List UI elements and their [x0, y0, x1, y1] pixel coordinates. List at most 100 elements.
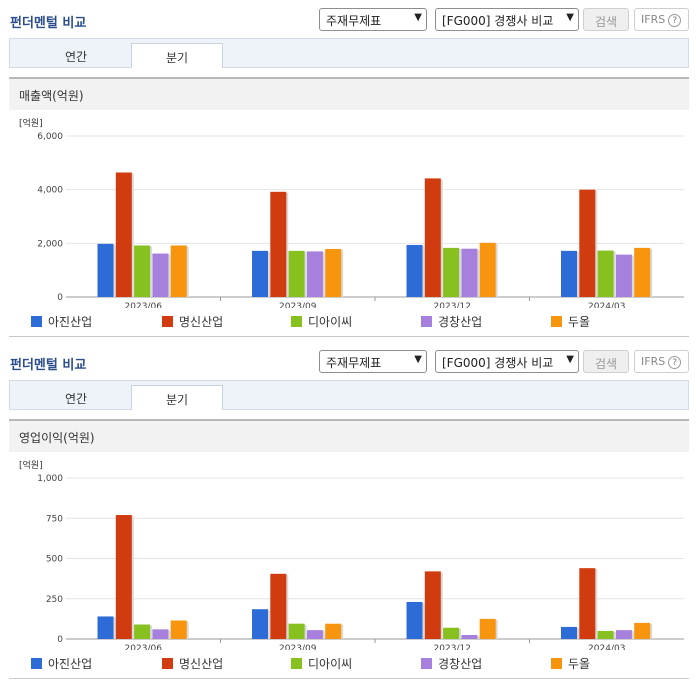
ifrs-label: IFRS: [641, 13, 666, 26]
fundamental-panel-operating-profit: 펀더멘털 비교 주재무제표 ▼ [FG000] 경쟁사 비교 ▼ 검색 IFRS…: [0, 342, 696, 452]
bar: [443, 247, 460, 297]
y-tick-label: 6,000: [37, 132, 63, 142]
chevron-down-icon: ▼: [566, 12, 574, 23]
statement-select-value: 주재무제표: [326, 14, 382, 28]
legend-label: 디아이씨: [308, 657, 353, 671]
legend-swatch: [162, 316, 173, 327]
bar: [406, 601, 423, 639]
legend-label: 경창산업: [438, 315, 483, 329]
x-tick-label: 2023/12: [434, 644, 471, 650]
x-tick-label: 2023/06: [125, 302, 163, 308]
bar: [634, 247, 651, 297]
bar: [424, 571, 441, 639]
bar: [288, 623, 305, 639]
legend-item[interactable]: 아진산업: [31, 313, 92, 330]
bar: [97, 616, 114, 639]
legend-item[interactable]: 명신산업: [162, 655, 223, 672]
legend-label: 아진산업: [48, 657, 93, 671]
compare-select[interactable]: [FG000] 경쟁사 비교 ▼: [435, 350, 579, 373]
legend-label: 경창산업: [438, 657, 483, 671]
chevron-down-icon: ▼: [414, 354, 422, 365]
bar: [152, 629, 169, 639]
y-tick-label: 0: [57, 635, 63, 645]
bar: [170, 245, 187, 297]
bar: [306, 251, 323, 297]
bar: [170, 620, 187, 639]
y-tick-label: 4,000: [37, 186, 63, 196]
search-button[interactable]: 검색: [583, 350, 629, 373]
panel-title: 펀더멘털 비교: [10, 358, 87, 373]
legend-label: 두올: [568, 657, 591, 671]
tab-quarterly[interactable]: 분기: [131, 43, 223, 68]
legend-item[interactable]: 두올: [551, 313, 590, 330]
bar: [97, 243, 114, 297]
bar: [424, 178, 441, 297]
divider: [9, 336, 689, 337]
bar: [252, 250, 268, 297]
x-tick-label: 2023/09: [279, 644, 317, 650]
bar: [615, 630, 632, 639]
bar: [561, 250, 577, 297]
ifrs-help-button[interactable]: IFRS?: [634, 8, 689, 31]
x-tick-label: 2023/06: [125, 644, 163, 650]
bar: [461, 248, 478, 297]
bar: [479, 242, 496, 297]
bar: [461, 634, 478, 639]
section-title-operating-profit: 영업이익(억원): [9, 419, 689, 452]
bar: [325, 623, 342, 639]
bar: [443, 627, 460, 639]
tab-annual[interactable]: 연간: [64, 50, 88, 64]
bar: [597, 250, 614, 297]
compare-select[interactable]: [FG000] 경쟁사 비교 ▼: [435, 8, 579, 31]
ifrs-help-button[interactable]: IFRS?: [634, 350, 689, 373]
legend-item[interactable]: 디아이씨: [291, 313, 352, 330]
unit-label: [억원]: [19, 117, 43, 129]
bar: [406, 244, 423, 297]
bar: [615, 254, 632, 297]
tab-annual[interactable]: 연간: [64, 392, 88, 406]
compare-select-value: [FG000] 경쟁사 비교: [442, 14, 554, 28]
bar: [634, 622, 651, 639]
y-tick-label: 250: [46, 595, 63, 605]
y-tick-label: 1,000: [37, 474, 63, 484]
unit-label: [억원]: [19, 459, 43, 471]
panel-header: 펀더멘털 비교 주재무제표 ▼ [FG000] 경쟁사 비교 ▼ 검색 IFRS…: [0, 342, 696, 380]
help-icon: ?: [668, 14, 682, 27]
bar: [561, 626, 577, 639]
legend-swatch: [162, 658, 173, 669]
bar: [579, 568, 596, 639]
bar: [134, 245, 151, 297]
tab-quarterly[interactable]: 분기: [131, 385, 223, 410]
y-tick-label: 0: [57, 293, 63, 303]
legend-item[interactable]: 경창산업: [421, 655, 482, 672]
legend-label: 아진산업: [48, 315, 93, 329]
chart-legend: 아진산업 명신산업 디아이씨 경창산업 두올: [9, 313, 689, 329]
period-tabs: 연간 분기: [9, 380, 689, 410]
chevron-down-icon: ▼: [414, 12, 422, 23]
search-button[interactable]: 검색: [583, 8, 629, 31]
statement-select[interactable]: 주재무제표 ▼: [319, 8, 427, 31]
legend-item[interactable]: 명신산업: [162, 313, 223, 330]
legend-label: 두올: [568, 315, 591, 329]
legend-item[interactable]: 경창산업: [421, 313, 482, 330]
y-tick-label: 2,000: [37, 239, 63, 249]
bar: [579, 189, 596, 297]
legend-swatch: [551, 316, 562, 327]
y-tick-label: 750: [46, 514, 63, 524]
legend-item[interactable]: 디아이씨: [291, 655, 352, 672]
ifrs-label: IFRS: [641, 355, 666, 368]
legend-item[interactable]: 아진산업: [31, 655, 92, 672]
legend-item[interactable]: 두올: [551, 655, 590, 672]
divider: [9, 678, 689, 679]
legend-swatch: [31, 658, 42, 669]
legend-swatch: [421, 316, 432, 327]
legend-label: 명신산업: [179, 315, 224, 329]
statement-select[interactable]: 주재무제표 ▼: [319, 350, 427, 373]
x-tick-label: 2024/03: [588, 644, 625, 650]
legend-swatch: [291, 658, 302, 669]
chart-legend: 아진산업 명신산업 디아이씨 경창산업 두올: [9, 655, 689, 671]
x-tick-label: 2024/03: [588, 302, 625, 308]
fundamental-panel-sales: 펀더멘털 비교 주재무제표 ▼ [FG000] 경쟁사 비교 ▼ 검색 IFRS…: [0, 0, 696, 110]
chevron-down-icon: ▼: [566, 354, 574, 365]
bar: [115, 515, 132, 639]
